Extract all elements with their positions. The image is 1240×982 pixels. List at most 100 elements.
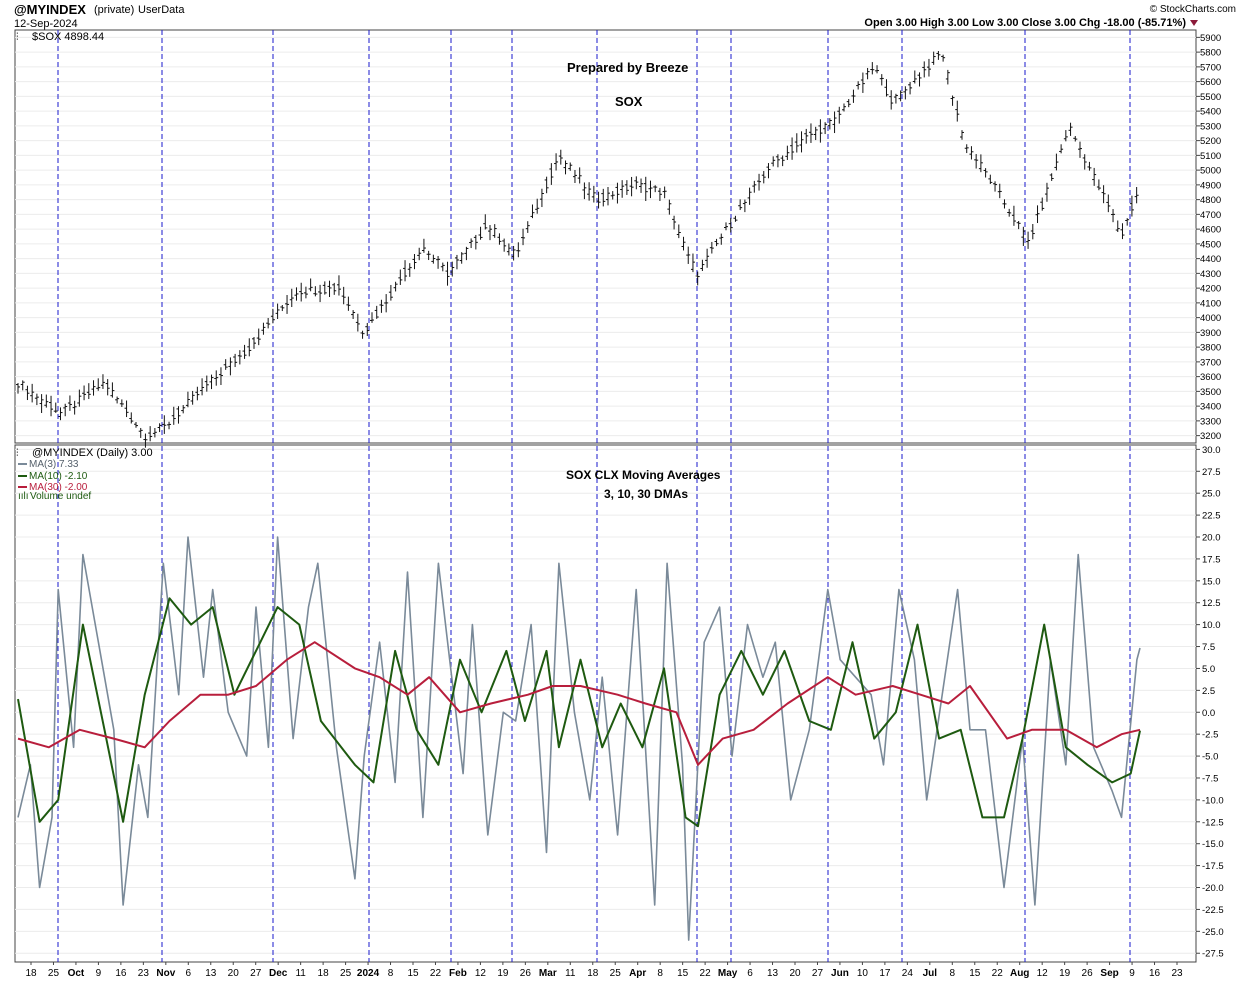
x-tick-label: May	[718, 968, 738, 979]
price-bar	[407, 263, 412, 277]
price-bar	[832, 111, 837, 134]
price-bar	[879, 74, 884, 86]
x-tick-label: 27	[812, 968, 824, 979]
lower-tick-label: -27.5	[1202, 949, 1224, 960]
price-bar	[492, 224, 497, 238]
price-bar	[209, 374, 214, 390]
price-bar	[794, 133, 799, 153]
price-bar	[341, 286, 346, 305]
lower-panel-frame	[14, 444, 1197, 963]
price-bar	[893, 93, 898, 104]
price-bar	[270, 308, 275, 324]
price-bar	[639, 178, 644, 193]
price-bar	[1040, 197, 1045, 211]
upper-tick-label: 4500	[1200, 239, 1221, 250]
price-bar	[804, 128, 809, 144]
price-bar	[100, 374, 105, 389]
price-bar	[572, 169, 577, 184]
price-bar	[228, 357, 233, 376]
bar-icon: ⫶	[16, 32, 19, 43]
upper-y-axis: 3200 3300 3400 3500 3600 3700 3800 3900 4000 4100…	[1196, 33, 1221, 442]
price-bar	[629, 176, 634, 197]
price-bar	[554, 153, 559, 171]
x-tick-label: 18	[587, 968, 599, 979]
price-bar	[322, 281, 327, 295]
price-bar	[450, 261, 455, 277]
price-bar	[931, 51, 936, 65]
x-tick-label: 25	[48, 968, 60, 979]
price-bar	[393, 281, 398, 292]
price-bar	[752, 180, 757, 193]
price-bar	[582, 182, 587, 200]
price-bar	[289, 288, 294, 308]
ma30-line	[17, 641, 1141, 766]
upper-tick-label: 4400	[1200, 254, 1221, 265]
upper-tick-label: 4900	[1200, 180, 1221, 191]
upper-tick-label: 5300	[1200, 121, 1221, 132]
price-bar	[459, 252, 464, 264]
x-tick-label: Oct	[68, 968, 85, 979]
price-bar	[1129, 195, 1134, 217]
price-bar	[185, 391, 190, 408]
price-bar	[558, 149, 563, 165]
price-bar	[606, 187, 610, 206]
price-bar	[535, 198, 540, 214]
price-bar	[275, 303, 280, 319]
x-tick-label: 19	[497, 968, 509, 979]
x-tick-label: 12	[475, 968, 487, 979]
price-bar	[1125, 218, 1130, 226]
price-bar	[370, 312, 374, 323]
price-bar	[454, 254, 459, 270]
lower-tick-label: 27.5	[1202, 467, 1221, 478]
price-bar	[1054, 153, 1059, 171]
vertical-marker-lines	[57, 30, 1131, 962]
price-bar	[1082, 154, 1087, 170]
price-bar	[351, 310, 356, 319]
price-bar	[478, 226, 483, 240]
x-tick-label: 12	[1037, 968, 1049, 979]
x-tick-label: 26	[520, 968, 532, 979]
price-bar	[25, 385, 30, 401]
price-bar	[110, 382, 115, 398]
price-bar	[218, 367, 223, 386]
price-bar	[780, 155, 785, 167]
ma10-label: MA(10) -2.10	[29, 471, 88, 482]
price-bar	[724, 222, 728, 231]
price-bar	[936, 50, 941, 60]
price-bar	[72, 400, 77, 415]
price-bar	[318, 284, 323, 303]
price-bar	[950, 95, 955, 106]
price-bar	[1059, 144, 1064, 154]
price-bar	[898, 90, 903, 102]
price-bar	[119, 399, 124, 407]
price-bar	[672, 215, 677, 230]
price-bar	[53, 402, 58, 413]
price-bar	[690, 253, 695, 273]
price-bar	[884, 79, 889, 97]
lower-annotation-1: SOX CLX Moving Averages	[566, 468, 721, 482]
upper-tick-label: 3300	[1200, 416, 1221, 427]
x-tick-label: 26	[1082, 968, 1094, 979]
price-bar	[39, 394, 44, 413]
lower-tick-label: 22.5	[1202, 511, 1221, 522]
upper-tick-label: 3600	[1200, 372, 1221, 383]
price-bar	[648, 180, 653, 199]
price-bar	[374, 305, 379, 319]
price-bar	[544, 176, 549, 194]
x-tick-label: 2024	[357, 968, 380, 979]
price-bar	[143, 433, 148, 448]
price-bar	[790, 137, 795, 160]
price-bar	[601, 188, 606, 207]
price-bar	[1073, 136, 1078, 142]
x-tick-label: Aug	[1010, 968, 1029, 979]
price-bar	[190, 390, 195, 405]
price-bar	[242, 344, 247, 359]
lower-tick-label: 5.0	[1202, 664, 1215, 675]
price-bar	[473, 234, 478, 250]
price-bar	[124, 400, 129, 418]
price-bar	[488, 225, 492, 241]
price-bar	[379, 299, 384, 313]
price-bar	[398, 269, 403, 285]
x-axis: 18 25 Oct 9 16 23 Nov 6 13 20 27 Dec 11 18 25 2024 8 15 22…	[25, 962, 1183, 979]
price-bar	[233, 353, 238, 368]
